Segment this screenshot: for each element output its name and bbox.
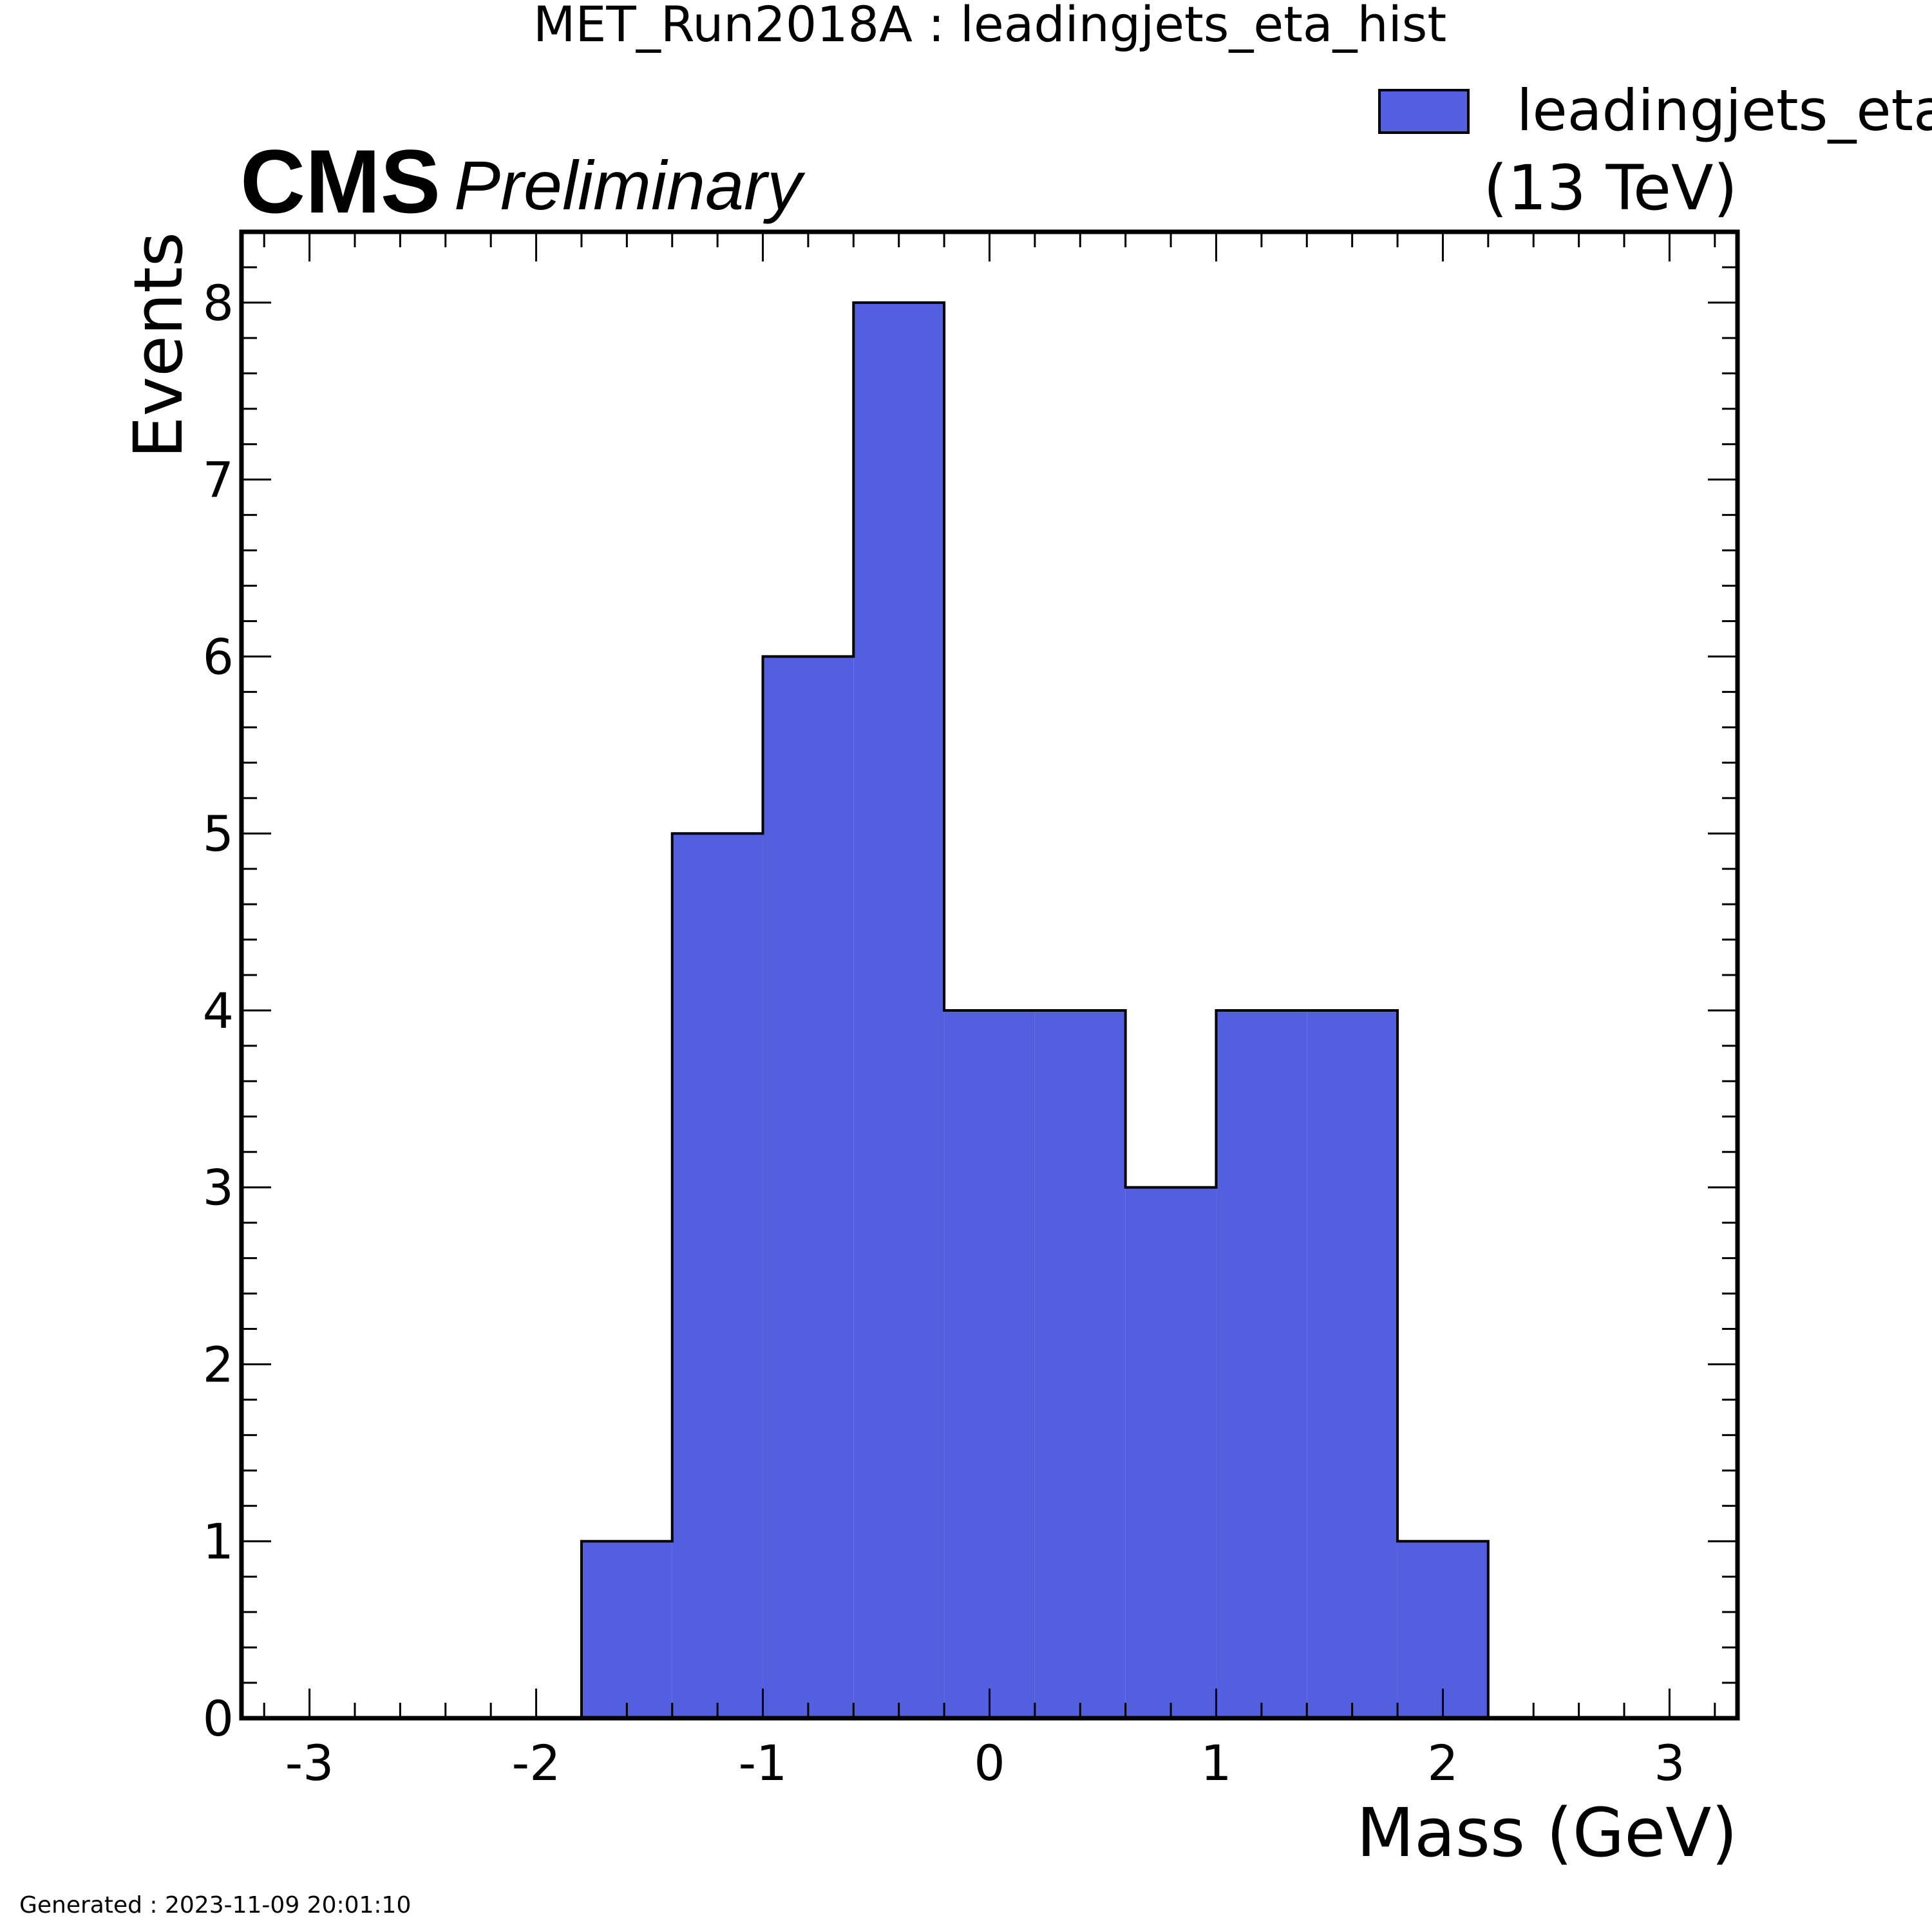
generated-timestamp: Generated : 2023-11-09 20:01:10 [19,1892,411,1918]
x-tick-label: 3 [1654,1734,1685,1792]
y-tick-labels: 0 1 2 3 4 5 6 7 8 [203,274,234,1747]
chart-title: MET_Run2018A : leadingjets_eta_hist [533,0,1446,53]
legend-label: leadingjets_eta_ [1517,77,1932,144]
histogram-bar [1125,1187,1217,1718]
y-tick-label: 6 [203,628,234,685]
histogram-bar [1307,1010,1398,1718]
x-tick-label: 2 [1427,1734,1458,1792]
legend-swatch [1378,89,1470,134]
x-tick-label: 0 [974,1734,1005,1792]
x-tick-label: -1 [739,1734,788,1792]
histogram-bar [581,1541,672,1718]
histogram-outline [580,301,1490,1718]
plot-frame [239,229,1740,1721]
x-tick-label: 1 [1200,1734,1231,1792]
histogram-bars [581,302,1488,1718]
axis-ticks [242,231,1738,1719]
x-axis-label: Mass (GeV) [1356,1794,1738,1872]
x-tick-labels: -3 -2 -1 0 1 2 3 [285,1734,1685,1792]
x-tick-label: -2 [512,1734,561,1792]
energy-label: (13 TeV) [1483,152,1738,224]
histogram-bar [944,1010,1035,1718]
histogram-bar [1034,1010,1126,1718]
cms-label: CMS [240,131,440,232]
y-tick-label: 0 [203,1690,234,1747]
y-axis-label: Events [119,232,198,459]
x-tick-label: -3 [285,1734,334,1792]
histogram-bar [1216,1010,1307,1718]
histogram-bar [762,656,854,1718]
y-tick-label: 2 [203,1336,234,1393]
y-tick-label: 3 [203,1159,234,1217]
y-tick-label: 4 [203,982,234,1039]
y-tick-label: 5 [203,805,234,862]
preliminary-label: Preliminary [454,146,806,224]
y-tick-label: 7 [203,451,234,509]
histogram-bar [853,302,945,1718]
y-tick-label: 1 [203,1513,234,1570]
y-tick-label: 8 [203,274,234,332]
histogram-bar [672,833,763,1718]
